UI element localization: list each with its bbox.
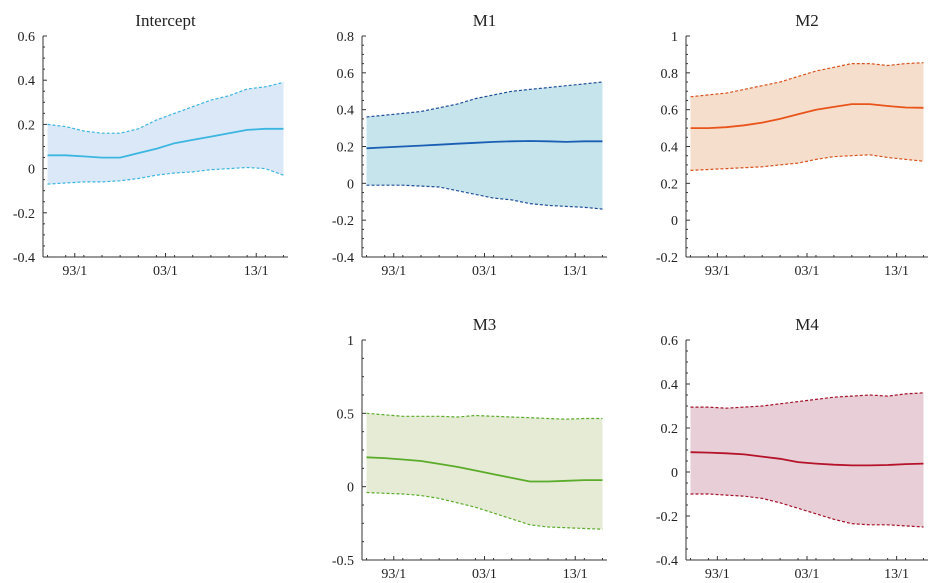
- confidence-band: [690, 62, 924, 171]
- y-tick-label: 0.6: [661, 104, 679, 119]
- x-tick-label: 03/1: [153, 264, 178, 279]
- y-tick-label: 0.6: [337, 67, 355, 82]
- x-tick-label: 13/1: [884, 264, 909, 279]
- y-tick-label: -0.2: [656, 510, 678, 525]
- y-tick-label: 0.2: [337, 141, 355, 156]
- x-tick-label: 93/1: [705, 264, 730, 279]
- panel-title: Intercept: [135, 11, 196, 30]
- lower-bound-line: [366, 491, 603, 530]
- x-tick-label: 93/1: [62, 264, 87, 279]
- x-tick-label: 03/1: [472, 567, 497, 582]
- y-tick-label: 0: [671, 466, 678, 481]
- estimate-line: [690, 103, 924, 129]
- upper-bound-line: [47, 81, 284, 134]
- upper-bound-line: [690, 392, 924, 409]
- y-tick-label: 0.6: [661, 334, 679, 349]
- panel-m2: -0.2 0 0.2 0.4 0.6 0.8 1 93/1 03/1 13/1 M2: [656, 11, 928, 279]
- y-tick-label: 0.4: [661, 141, 679, 156]
- estimate-line: [690, 451, 924, 467]
- x-tick-label: 13/1: [563, 567, 588, 582]
- x-tick-label: 13/1: [244, 264, 269, 279]
- y-tick-label: -0.4: [656, 554, 678, 569]
- panel-title: M1: [473, 11, 497, 30]
- lower-bound-line: [690, 493, 924, 528]
- y-tick-label: 0: [347, 481, 354, 496]
- x-tick-label: 03/1: [795, 264, 820, 279]
- y-tick-label: 0.2: [18, 118, 36, 133]
- panel-intercept: -0.4 -0.2 0 0.2 0.4 0.6 93/1 03/1 13/1 Intercept: [13, 11, 288, 279]
- estimate-line: [366, 456, 603, 483]
- x-tick-label: 93/1: [381, 567, 406, 582]
- upper-bound-line: [366, 81, 603, 118]
- confidence-band: [690, 392, 924, 527]
- x-tick-label: 13/1: [884, 567, 909, 582]
- y-tick-label: 1: [671, 30, 678, 45]
- estimate-line: [47, 127, 284, 159]
- y-tick-label: -0.2: [656, 251, 678, 266]
- y-tick-label: -0.5: [332, 554, 354, 569]
- confidence-band: [47, 82, 284, 185]
- y-tick-label: 1: [347, 334, 354, 349]
- y-tick-label: 0.8: [337, 30, 355, 45]
- lower-bound-line: [47, 166, 284, 185]
- x-tick-label: 93/1: [381, 264, 406, 279]
- y-tick-label: 0.2: [661, 422, 679, 437]
- panel-m4: -0.4 -0.2 0 0.2 0.4 0.6 93/1 03/1 13/1 M4: [656, 315, 928, 582]
- panel-title: M2: [795, 11, 819, 30]
- upper-bound-line: [366, 412, 603, 420]
- panel-title: M4: [795, 315, 819, 334]
- y-tick-label: 0.4: [661, 378, 679, 393]
- y-tick-label: -0.4: [332, 251, 354, 266]
- panel-m1: -0.4 -0.2 0 0.2 0.4 0.6 0.8 93/1 03/1 13/1 M1: [332, 11, 607, 279]
- y-tick-label: -0.2: [13, 207, 35, 222]
- y-tick-label: 0.5: [337, 407, 355, 422]
- y-tick-label: 0.8: [661, 67, 679, 82]
- x-tick-label: 13/1: [563, 264, 588, 279]
- y-tick-label: 0.6: [18, 30, 36, 45]
- lower-bound-line: [690, 154, 924, 171]
- x-tick-label: 03/1: [795, 567, 820, 582]
- confidence-band: [366, 82, 603, 210]
- panel-m3: -0.5 0 0.5 1 93/1 03/1 13/1 M3: [332, 315, 607, 582]
- x-tick-label: 93/1: [705, 567, 730, 582]
- panel-title: M3: [473, 315, 497, 334]
- y-tick-label: 0: [671, 214, 678, 229]
- y-tick-label: 0.2: [661, 177, 679, 192]
- y-tick-label: 0.4: [18, 74, 36, 89]
- y-tick-label: 0: [28, 163, 35, 178]
- y-tick-label: 0: [347, 177, 354, 192]
- y-tick-label: 0.4: [337, 104, 355, 119]
- estimate-line: [366, 140, 603, 150]
- y-tick-label: -0.4: [13, 251, 35, 266]
- y-tick-label: -0.2: [332, 214, 354, 229]
- confidence-band: [366, 413, 603, 530]
- x-tick-label: 03/1: [472, 264, 497, 279]
